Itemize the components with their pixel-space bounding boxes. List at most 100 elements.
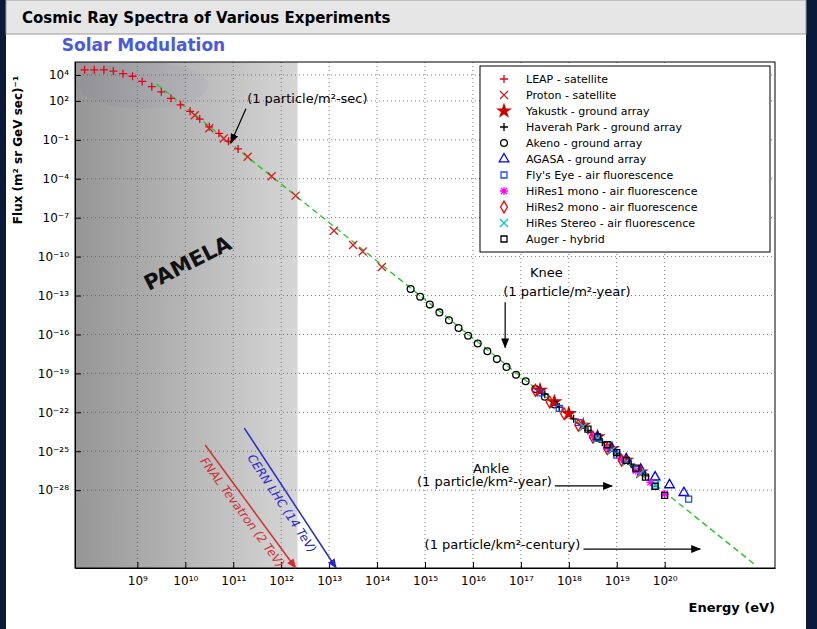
data-point <box>633 465 639 471</box>
annotation-arrow <box>505 302 506 347</box>
series-group <box>541 390 650 480</box>
legend-item: HiRes Stereo - air fluorescence <box>500 217 695 230</box>
data-point <box>465 332 472 339</box>
x-axis-title: Energy (eV) <box>689 600 775 615</box>
legend-item: Proton - satellite <box>500 89 616 102</box>
x-tick-label: 10¹³ <box>317 574 342 588</box>
x-tick-mark <box>137 562 138 568</box>
y-tick-mark <box>75 179 81 180</box>
legend-label: HiRes Stereo - air fluorescence <box>526 217 695 230</box>
grid-line-y <box>75 412 775 413</box>
data-point <box>546 396 553 408</box>
series-group <box>81 66 242 153</box>
x-tick-mark <box>377 562 378 568</box>
y-tick: 10⁻¹³ <box>38 289 81 303</box>
data-point <box>205 124 213 132</box>
y-tick-mark <box>75 140 81 141</box>
y-tick: 10⁻²⁵ <box>38 445 81 459</box>
x-tick: 10¹⁵ <box>413 562 438 588</box>
x-tick-mark <box>473 562 474 568</box>
data-point <box>651 481 659 489</box>
title-band <box>6 0 806 34</box>
data-point <box>622 458 630 466</box>
y-tick: 10⁴ <box>49 68 81 82</box>
data-point <box>220 135 228 143</box>
x-tick: 10⁹ <box>128 562 148 588</box>
data-point <box>426 301 433 308</box>
legend-label: HiRes1 mono - air fluorescence <box>526 185 698 198</box>
legend-symbol <box>501 201 508 213</box>
y-tick-mark <box>75 373 81 374</box>
legend-label: Fly's Eye - air fluorescence <box>526 169 673 182</box>
data-point <box>378 263 386 271</box>
data-point <box>604 442 610 448</box>
data-point <box>292 192 300 200</box>
y-tick-label: 10⁴ <box>49 68 69 82</box>
data-point <box>191 111 199 119</box>
data-point <box>268 172 276 180</box>
legend-label: Akeno - ground array <box>526 137 643 150</box>
y-tick-mark <box>75 75 81 76</box>
y-tick-mark <box>75 334 81 335</box>
y-tick-label: 10² <box>49 94 69 108</box>
grid-line-y <box>75 490 775 491</box>
grid-line-y <box>75 451 775 452</box>
x-tick-label: 10¹¹ <box>221 574 246 588</box>
legend-item: HiRes2 mono - air fluorescence <box>501 201 698 214</box>
legend-symbol <box>500 219 508 227</box>
data-point <box>642 472 650 480</box>
chart-root: Cosmic Ray Spectra of Various Experiment… <box>0 0 817 629</box>
y-tick-mark <box>75 412 81 413</box>
grid-line-x <box>329 62 330 568</box>
grid-line-x <box>185 62 186 568</box>
plot-area <box>75 62 775 568</box>
legend-symbol <box>500 187 508 195</box>
data-point <box>244 153 252 161</box>
x-tick: 10¹⁹ <box>605 562 630 588</box>
data-point <box>330 227 338 235</box>
series-group <box>579 423 659 489</box>
legend-item: Auger - hybrid <box>501 233 605 246</box>
y-tick-mark <box>75 101 81 102</box>
data-point <box>205 123 213 131</box>
data-point <box>614 450 620 456</box>
x-tick-label: 10²⁰ <box>653 574 678 588</box>
series-group <box>532 384 625 466</box>
grid-line-y <box>75 373 775 374</box>
series-group <box>585 426 668 498</box>
data-point <box>484 348 491 355</box>
x-tick: 10²⁰ <box>653 562 678 588</box>
legend-symbol <box>500 91 508 99</box>
data-point <box>446 317 453 324</box>
grid-line-x <box>425 62 426 568</box>
data-point <box>556 405 562 411</box>
x-tick-mark <box>185 562 186 568</box>
data-point <box>138 77 146 85</box>
data-point <box>417 293 424 300</box>
y-axis-line <box>75 63 76 569</box>
legend-item: Yakustk - ground array <box>498 105 650 118</box>
x-tick-mark <box>617 562 618 568</box>
data-point <box>90 66 98 74</box>
x-axis-line <box>76 568 776 569</box>
x-tick-label: 10¹⁹ <box>605 574 630 588</box>
data-point <box>196 115 204 123</box>
data-point <box>661 490 669 498</box>
x-tick-mark <box>425 562 426 568</box>
y-tick: 10⁻¹⁰ <box>38 250 81 264</box>
annotation-arrow <box>555 485 612 486</box>
data-point <box>81 66 89 74</box>
annotation-arrow <box>583 548 700 549</box>
legend-item: LEAP - satellite <box>500 73 608 86</box>
data-point <box>532 384 539 396</box>
x-tick: 10¹⁶ <box>461 562 486 588</box>
y-tick-mark <box>75 218 81 219</box>
annotation-arrow <box>231 109 246 143</box>
data-point <box>652 483 658 489</box>
x-tick-label: 10¹² <box>269 574 294 588</box>
x-tick-label: 10¹⁴ <box>365 574 390 588</box>
y-tick-label: 10⁻¹ <box>43 133 70 147</box>
data-point <box>407 286 414 293</box>
series-group <box>407 286 558 408</box>
legend-symbol <box>500 123 508 131</box>
